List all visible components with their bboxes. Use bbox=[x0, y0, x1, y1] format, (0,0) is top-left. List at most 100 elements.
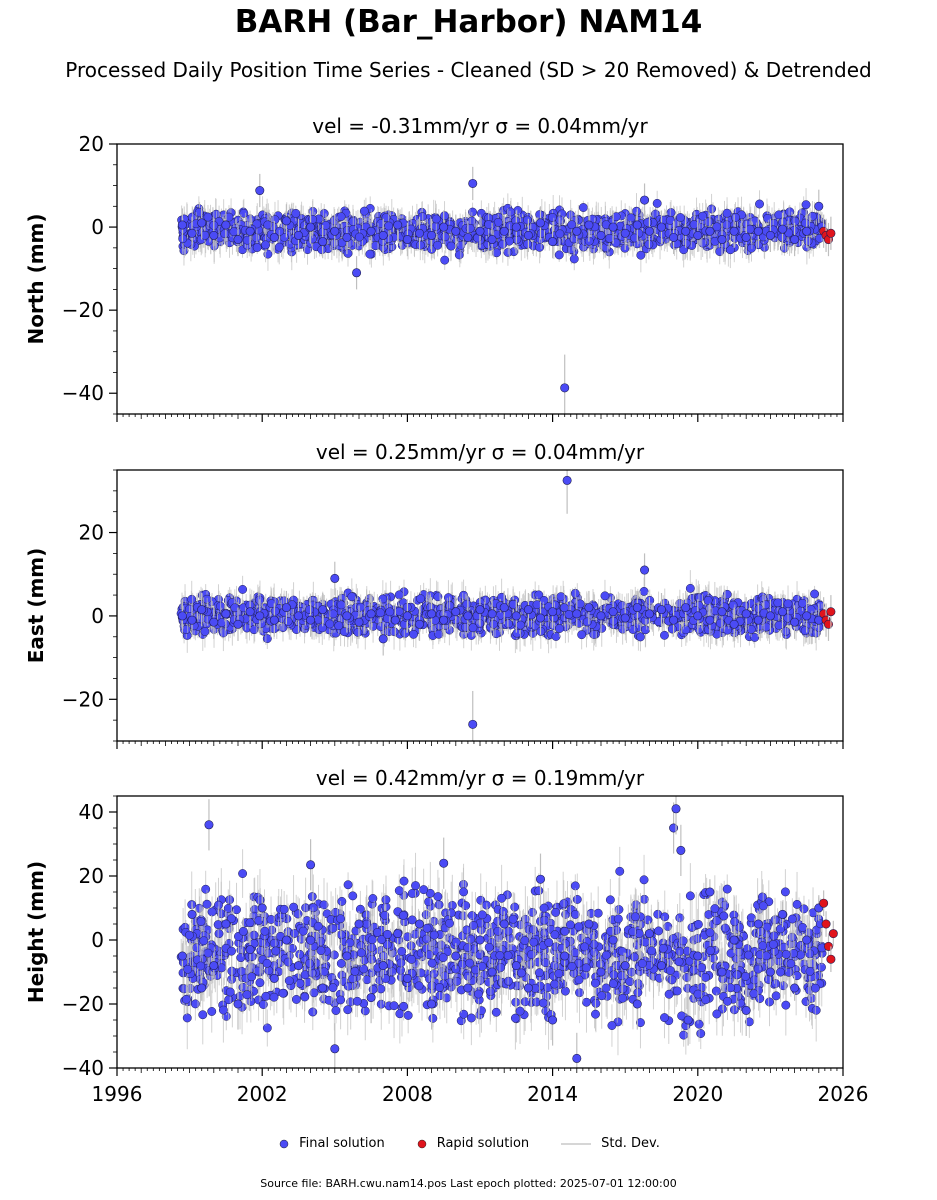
final-solution-point bbox=[308, 214, 318, 224]
final-solution-point bbox=[389, 627, 399, 636]
panel-1-plot-area bbox=[176, 470, 836, 741]
final-solution-point bbox=[681, 226, 691, 236]
final-solution-point bbox=[569, 254, 579, 264]
final-solution-point bbox=[547, 212, 557, 222]
final-solution-point bbox=[731, 213, 740, 222]
final-solution-point bbox=[814, 201, 824, 211]
final-solution-point bbox=[252, 243, 262, 252]
final-solution-point bbox=[245, 226, 255, 236]
final-solution-point bbox=[414, 228, 424, 238]
final-solution-point bbox=[790, 235, 800, 245]
final-solution-point bbox=[498, 239, 508, 249]
chart-title: BARH (Bar_Harbor) NAM14 bbox=[234, 4, 703, 40]
final-solution-point bbox=[365, 249, 375, 259]
final-solution-point bbox=[729, 226, 739, 236]
final-solution-point bbox=[336, 212, 346, 222]
final-solution-point bbox=[465, 223, 475, 233]
final-solution-point bbox=[454, 250, 464, 260]
final-solution-point bbox=[611, 212, 621, 222]
final-solution-point bbox=[652, 198, 662, 208]
final-solution-point bbox=[229, 227, 239, 237]
final-solution-point bbox=[643, 217, 653, 227]
final-solution-point bbox=[535, 210, 545, 220]
final-solution-point bbox=[306, 222, 316, 232]
panel-0-frame bbox=[116, 143, 844, 415]
final-solution-point bbox=[233, 235, 243, 245]
final-solution-point bbox=[572, 226, 582, 236]
final-solution-point bbox=[224, 212, 234, 222]
panel-0-plot-area bbox=[177, 166, 836, 414]
final-solution-point bbox=[535, 242, 545, 252]
final-solution-point bbox=[511, 222, 521, 232]
final-solution-point bbox=[200, 230, 210, 240]
y-tick-label: 20 bbox=[79, 132, 104, 156]
final-solution-point bbox=[203, 212, 213, 222]
y-tick-label: 0 bbox=[91, 215, 104, 239]
rapid-solution-point bbox=[826, 228, 836, 238]
final-solution-point bbox=[712, 222, 722, 232]
final-solution-point bbox=[523, 230, 533, 240]
final-solution-point bbox=[596, 230, 606, 240]
final-solution-point bbox=[626, 213, 636, 223]
final-solution-point bbox=[567, 220, 577, 230]
final-solution-point bbox=[620, 228, 630, 238]
final-solution-point bbox=[475, 226, 485, 236]
final-solution-point bbox=[263, 220, 273, 230]
final-solution-point bbox=[440, 211, 449, 221]
final-solution-point bbox=[656, 222, 666, 232]
final-solution-point bbox=[468, 178, 478, 188]
final-solution-point bbox=[281, 216, 291, 226]
final-solution-point bbox=[763, 213, 773, 223]
final-solution-point bbox=[636, 250, 646, 260]
final-solution-point bbox=[506, 207, 515, 217]
final-solution-point bbox=[317, 245, 327, 255]
final-solution-point bbox=[221, 220, 231, 230]
final-solution-point bbox=[330, 226, 340, 236]
final-solution-point bbox=[715, 247, 725, 257]
final-solution-point bbox=[689, 220, 699, 230]
final-solution-point bbox=[722, 208, 732, 218]
final-solution-point bbox=[239, 208, 249, 218]
final-solution-point bbox=[725, 245, 735, 255]
final-solution-point bbox=[801, 200, 811, 210]
final-solution-point bbox=[755, 199, 764, 209]
final-solution-point bbox=[555, 229, 565, 239]
final-solution-point bbox=[368, 621, 378, 631]
final-solution-point bbox=[777, 224, 787, 234]
final-solution-point bbox=[669, 232, 679, 242]
final-solution-point bbox=[274, 242, 284, 252]
final-solution-point bbox=[209, 230, 219, 240]
final-solution-point bbox=[187, 228, 197, 238]
chart-subtitle: Processed Daily Position Time Series - C… bbox=[65, 58, 872, 82]
final-solution-point bbox=[354, 232, 364, 242]
final-solution-point bbox=[675, 213, 685, 222]
final-solution-point bbox=[431, 221, 441, 231]
final-solution-point bbox=[554, 250, 564, 260]
final-solution-point bbox=[548, 237, 558, 247]
final-solution-point bbox=[381, 213, 391, 223]
final-solution-point bbox=[446, 241, 456, 251]
final-solution-point bbox=[440, 232, 450, 242]
final-solution-point bbox=[238, 584, 248, 594]
final-solution-point bbox=[393, 220, 403, 230]
final-solution-point bbox=[584, 220, 594, 230]
final-solution-point bbox=[177, 220, 187, 230]
final-solution-point bbox=[679, 245, 689, 255]
final-solution-point bbox=[431, 214, 441, 224]
final-solution-point bbox=[463, 232, 473, 242]
final-solution-point bbox=[293, 230, 303, 240]
final-solution-point bbox=[632, 220, 642, 230]
panel-0-title: vel = -0.31mm/yr σ = 0.04mm/yr bbox=[312, 114, 648, 138]
final-solution-point bbox=[352, 268, 362, 278]
final-solution-point bbox=[785, 207, 795, 217]
final-solution-point bbox=[707, 204, 717, 214]
final-solution-point bbox=[269, 232, 279, 242]
final-solution-point bbox=[467, 216, 477, 226]
final-solution-point bbox=[536, 229, 546, 238]
final-solution-point bbox=[741, 232, 751, 242]
final-solution-point bbox=[636, 632, 645, 642]
final-solution-point bbox=[560, 383, 570, 393]
final-solution-point bbox=[745, 224, 755, 234]
final-solution-point bbox=[255, 186, 265, 196]
